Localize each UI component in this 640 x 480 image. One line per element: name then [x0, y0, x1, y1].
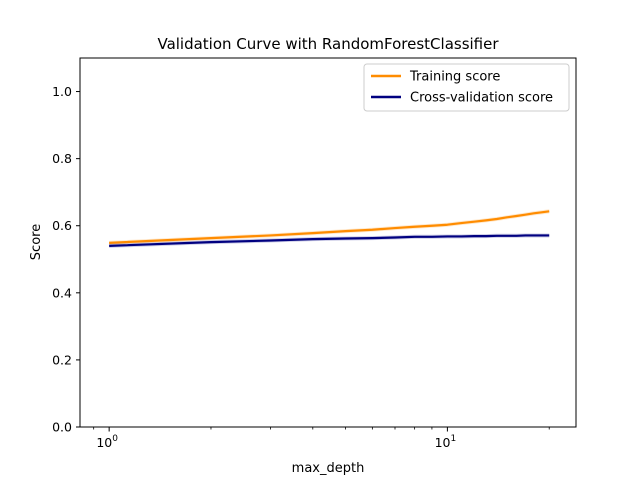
series-band-0: [109, 209, 550, 245]
legend-label: Cross-validation score: [410, 91, 553, 106]
x-tick-label: 101: [435, 434, 457, 450]
y-tick-label: 0.8: [52, 151, 72, 166]
y-tick-label: 0.2: [52, 352, 72, 367]
legend-box: [363, 63, 570, 112]
plot-area: [109, 209, 550, 248]
y-tick-label: 1.0: [52, 84, 72, 99]
y-tick-label: 0.0: [52, 420, 72, 435]
series-line-0: [109, 210, 550, 244]
legend: Training score Cross-validation score: [363, 63, 570, 112]
series-line-1: [109, 234, 550, 247]
x-axis: 100 101: [93, 427, 550, 450]
legend-label: Training score: [409, 70, 500, 85]
y-tick-label: 0.6: [52, 218, 72, 233]
y-axis-label: Score: [29, 224, 44, 260]
x-tick-label: 100: [96, 434, 118, 450]
y-axis: 0.0 0.2 0.4 0.6 0.8 1.0: [52, 84, 80, 435]
y-tick-label: 0.4: [52, 285, 72, 300]
plot-frame: [79, 57, 577, 428]
chart-title: Validation Curve with RandomForestClassi…: [157, 35, 499, 53]
x-axis-label: max_depth: [292, 461, 365, 476]
